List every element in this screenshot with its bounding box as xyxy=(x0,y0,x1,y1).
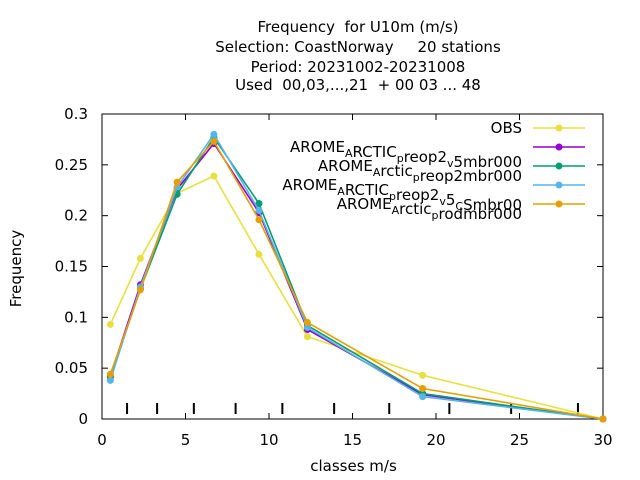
legend-label-part: p xyxy=(397,152,404,165)
data-point xyxy=(255,216,263,224)
data-point xyxy=(255,250,263,258)
legend-label: AROMEARCTICpreop2v5CSmbr00 xyxy=(282,176,522,214)
y-axis-label: Frequency xyxy=(7,230,25,308)
legend-label-part: RCTIC xyxy=(345,181,389,199)
legend-label-part: v xyxy=(439,195,446,208)
legend-entry: AROMEArcticpreop2mbr000 xyxy=(318,157,585,185)
y-tick-label: 0.2 xyxy=(64,207,88,225)
legend-swatch-point xyxy=(555,200,563,208)
legend-label-part: AROME xyxy=(282,176,337,194)
data-point xyxy=(303,333,311,341)
legend-label-part: C xyxy=(455,200,463,213)
legend-label-part: AROME xyxy=(290,138,345,156)
legend-label-part: Smbr00 xyxy=(463,196,522,214)
legend-label: AROMEArcticprodmbr000 xyxy=(337,195,522,223)
legend-label-part: rctic xyxy=(399,200,431,218)
y-tick-label: 0.3 xyxy=(64,105,88,123)
data-point xyxy=(106,370,114,378)
legend-label-part: AROME xyxy=(337,195,392,213)
x-tick-label: 25 xyxy=(510,431,529,449)
legend-label-part: A xyxy=(373,166,381,179)
x-tick-label: 15 xyxy=(343,431,362,449)
legend-label-part: v xyxy=(447,157,454,170)
data-point xyxy=(210,130,218,138)
series-4 xyxy=(106,137,607,423)
legend-label-part: rodmbr000 xyxy=(439,205,522,223)
legend-entry: AROMEARCTICpreop2v5CSmbr00 xyxy=(282,176,585,214)
y-tick-label: 0.15 xyxy=(55,258,88,276)
legend-label-part: 5mbr000 xyxy=(454,153,522,171)
title-line-4: Used 00,03,...,21 + 00 03 ... 48 xyxy=(235,76,481,94)
legend-label-part: reop2 xyxy=(404,148,447,166)
legend-label-part: RCTIC xyxy=(352,143,396,161)
data-point xyxy=(106,320,114,328)
legend-entry: AROMEARCTICpreop2v5mbr000 xyxy=(290,138,585,171)
x-axis-label: classes m/s xyxy=(310,457,397,475)
data-point xyxy=(173,178,181,186)
legend-label-part: A xyxy=(337,185,345,198)
data-point xyxy=(255,199,263,207)
title-line-1: Frequency for U10m (m/s) xyxy=(257,18,459,36)
y-tick-label: 0 xyxy=(78,410,88,428)
legend-label: AROMEARCTICpreop2v5mbr000 xyxy=(290,138,522,171)
title-line-2: Selection: CoastNorway 20 stations xyxy=(215,38,501,56)
x-tick-label: 30 xyxy=(593,431,612,449)
y-tick-label: 0.1 xyxy=(64,308,88,326)
data-point xyxy=(136,286,144,294)
y-tick-label: 0.25 xyxy=(55,156,88,174)
x-tick-label: 20 xyxy=(426,431,445,449)
title-line-3: Period: 20231002-20231008 xyxy=(250,58,466,76)
legend-label-part: OBS xyxy=(491,119,522,137)
legend-label-part: p xyxy=(432,209,439,222)
series-line xyxy=(109,140,604,420)
legend-entry: OBS xyxy=(491,119,585,137)
legend-label: OBS xyxy=(491,119,522,137)
legend-label-part: A xyxy=(392,204,400,217)
data-point xyxy=(419,385,427,392)
legend-swatch-point xyxy=(555,124,563,132)
legend-swatch-point xyxy=(555,162,563,170)
legend-label-part: A xyxy=(345,147,353,160)
data-point xyxy=(255,207,263,215)
legend-entry: AROMEArcticprodmbr000 xyxy=(337,195,585,223)
legend-swatch-point xyxy=(555,143,563,151)
data-point xyxy=(210,137,218,145)
data-point xyxy=(419,393,427,401)
legend-label-part: 5 xyxy=(446,191,456,209)
x-tick-label: 10 xyxy=(259,431,278,449)
data-point xyxy=(136,254,144,262)
y-tick-label: 0.05 xyxy=(55,359,88,377)
legend-label-part: AROME xyxy=(318,157,373,175)
legend-swatch-point xyxy=(555,181,563,189)
legend-label-part: rctic xyxy=(380,162,412,180)
x-tick-label: 5 xyxy=(181,431,191,449)
series-line xyxy=(109,132,604,420)
legend-label-part: p xyxy=(389,190,396,203)
data-point xyxy=(599,415,607,423)
data-point xyxy=(303,318,311,326)
legend-label: AROMEArcticpreop2mbr000 xyxy=(318,157,522,185)
legend-label-part: reop2 xyxy=(396,186,439,204)
legend-label-part: p xyxy=(413,171,420,184)
data-point xyxy=(303,324,311,331)
data-point xyxy=(419,371,427,379)
legend-label-part: reop2mbr000 xyxy=(420,167,522,185)
data-point xyxy=(210,172,218,180)
data-point xyxy=(106,376,114,384)
x-tick-label: 0 xyxy=(97,431,107,449)
series-line xyxy=(109,174,604,420)
